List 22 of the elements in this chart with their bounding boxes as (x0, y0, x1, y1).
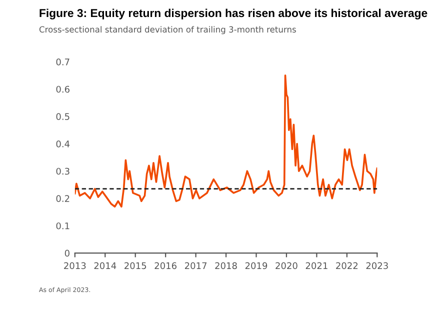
y-tick-label: 0.6 (56, 86, 70, 93)
chart-subtitle: Cross-sectional standard deviation of trailing 3-month returns (39, 26, 296, 34)
y-tick-label: 0.5 (56, 113, 70, 120)
x-tick-label: 2023 (366, 262, 388, 270)
x-tick-label: 2018 (215, 262, 237, 270)
chart-title: Figure 3: Equity return dispersion has risen above its historical average (40, 8, 428, 20)
x-tick-label: 2019 (245, 262, 268, 270)
x-tick-label: 2017 (184, 262, 207, 270)
y-tick-label: 0.2 (56, 195, 70, 202)
x-tick-label: 2013 (64, 262, 86, 270)
y-tick-label: 0.1 (56, 222, 70, 230)
x-tick-label: 2015 (124, 262, 146, 270)
y-tick-label: 0.4 (56, 140, 70, 148)
y-tick-label: 0.7 (56, 58, 70, 66)
x-tick-label: 2014 (94, 262, 116, 270)
y-tick-label: 0 (64, 250, 70, 257)
x-tick-label: 2020 (276, 262, 298, 270)
y-tick-label: 0.3 (56, 168, 70, 175)
x-tick-label: 2021 (306, 262, 328, 270)
x-tick-label: 2016 (154, 262, 176, 270)
x-tick-label: 2022 (336, 262, 358, 270)
line-series (74, 74, 378, 208)
